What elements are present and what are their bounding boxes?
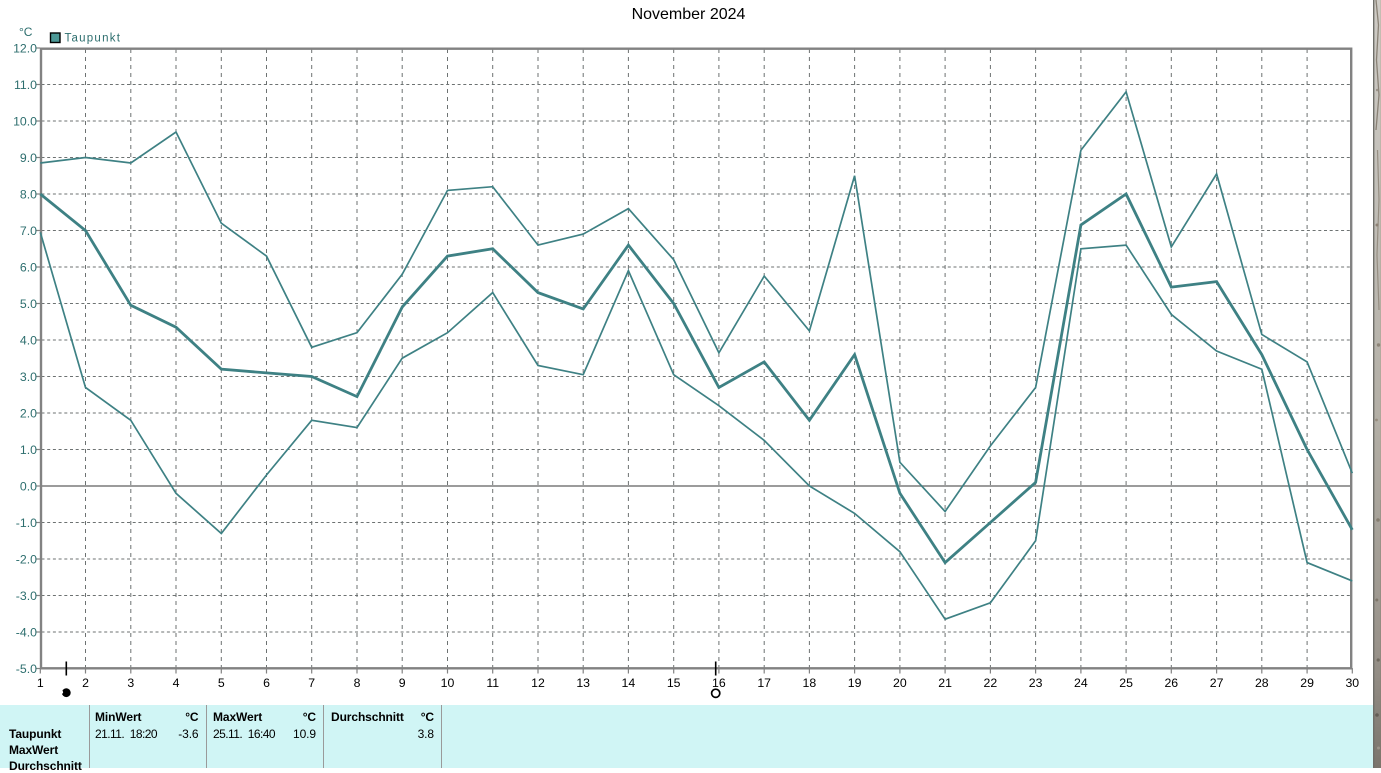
svg-text:13: 13 [576,676,590,690]
svg-text:25: 25 [1119,676,1133,690]
svg-text:4.0: 4.0 [20,333,37,347]
svg-text:29: 29 [1300,676,1314,690]
svg-text:1.0: 1.0 [20,443,37,457]
svg-text:-1.0: -1.0 [16,516,37,530]
svg-text:9: 9 [399,676,406,690]
svg-text:6: 6 [263,676,270,690]
svg-text:-2.0: -2.0 [16,552,37,566]
svg-text:28: 28 [1255,676,1269,690]
svg-text:5: 5 [218,676,225,690]
svg-text:21: 21 [938,676,952,690]
svg-text:-4.0: -4.0 [16,625,37,639]
svg-text:7: 7 [308,676,315,690]
svg-text:24: 24 [1074,676,1088,690]
svg-text:23: 23 [1029,676,1043,690]
svg-text:27: 27 [1210,676,1224,690]
svg-text:0.0: 0.0 [20,479,37,493]
svg-text:9.0: 9.0 [20,151,37,165]
svg-text:3: 3 [127,676,134,690]
svg-text:6.0: 6.0 [20,260,37,274]
svg-text:18: 18 [803,676,817,690]
svg-text:2.0: 2.0 [20,406,37,420]
svg-text:20: 20 [893,676,907,690]
svg-text:7.0: 7.0 [20,224,37,238]
svg-text:17: 17 [757,676,771,690]
svg-text:8: 8 [354,676,361,690]
svg-text:12.0: 12.0 [13,41,37,55]
svg-text:10: 10 [441,676,455,690]
svg-text:22: 22 [984,676,998,690]
svg-text:19: 19 [848,676,862,690]
svg-text:11.0: 11.0 [14,78,37,92]
svg-text:11: 11 [486,676,499,690]
svg-text:12: 12 [531,676,545,690]
svg-text:10.0: 10.0 [13,114,37,128]
svg-text:1: 1 [37,676,44,690]
svg-text:14: 14 [622,676,636,690]
svg-text:15: 15 [667,676,681,690]
svg-text:-5.0: -5.0 [16,662,37,676]
svg-text:16: 16 [712,676,726,690]
svg-text:4: 4 [173,676,180,690]
svg-text:8.0: 8.0 [20,187,37,201]
svg-text:5.0: 5.0 [20,297,37,311]
svg-text:2: 2 [82,676,89,690]
svg-text:°C: °C [19,25,33,39]
svg-text:30: 30 [1345,676,1359,690]
svg-text:3.0: 3.0 [20,370,37,384]
svg-text:Taupunkt: Taupunkt [65,33,122,45]
svg-text:-3.0: -3.0 [16,589,37,603]
svg-text:26: 26 [1164,676,1178,690]
